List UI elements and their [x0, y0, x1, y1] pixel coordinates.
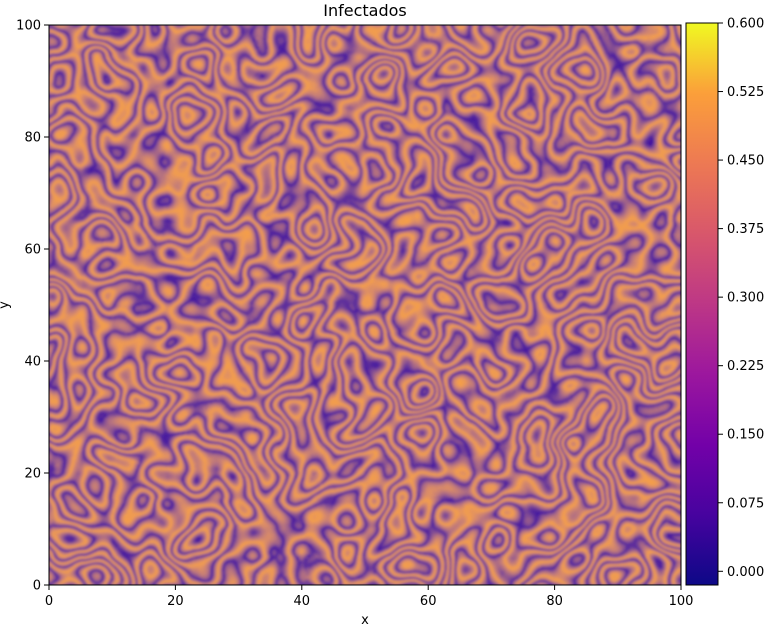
chart-title: Infectados: [323, 1, 407, 20]
y-tick-label: 0: [33, 579, 41, 594]
x-tick-label: 0: [45, 594, 53, 609]
y-axis: 0 20 40 60 80 100: [16, 19, 49, 594]
colorbar-tick-label: 0.525: [727, 85, 764, 100]
y-axis-label: y: [0, 301, 12, 309]
colorbar-tick-label: 0.000: [727, 565, 764, 580]
x-tick-label: 40: [294, 594, 311, 609]
x-axis-label: x: [361, 613, 369, 628]
colorbar-ticks: 0.000 0.075 0.150 0.225 0.300 0.375 0.450 0.525…: [718, 17, 764, 580]
colorbar-tick-label: 0.450: [727, 154, 764, 169]
colorbar-tick-label: 0.300: [727, 291, 764, 306]
heatmap-area: [49, 25, 681, 585]
colorbar: [686, 23, 718, 585]
x-tick-label: 100: [669, 594, 694, 609]
colorbar-tick-label: 0.600: [727, 17, 764, 32]
x-tick-label: 80: [546, 594, 563, 609]
x-tick-label: 20: [167, 594, 184, 609]
colorbar-frame: [685, 22, 719, 586]
y-tick-label: 80: [24, 131, 41, 146]
x-axis: 0 20 40 60 80 100: [45, 585, 694, 609]
colorbar-tick-label: 0.150: [727, 428, 764, 443]
colorbar-tick-label: 0.375: [727, 222, 764, 237]
y-tick-label: 100: [16, 19, 41, 34]
colorbar-tick-label: 0.225: [727, 359, 764, 374]
heatmap-field: [49, 25, 681, 585]
y-tick-label: 20: [24, 467, 41, 482]
plot-frame: [48, 24, 682, 586]
colorbar-tick-label: 0.075: [727, 496, 764, 511]
y-tick-label: 60: [24, 243, 41, 258]
y-tick-label: 40: [24, 355, 41, 370]
x-tick-label: 60: [420, 594, 437, 609]
